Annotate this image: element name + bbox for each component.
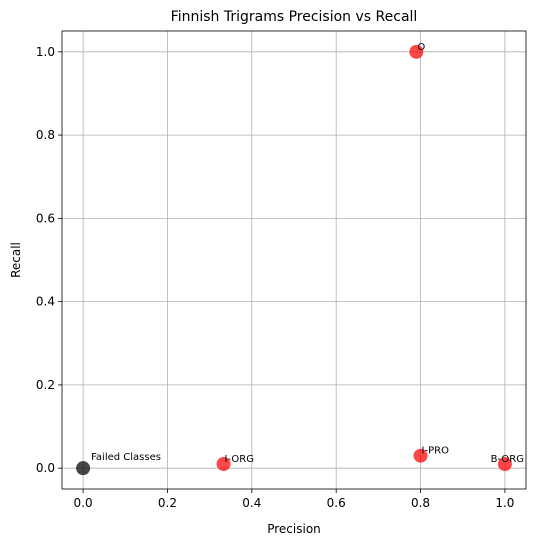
- data-point: [413, 448, 428, 463]
- x-tick-label: 0.2: [158, 496, 177, 510]
- y-tick-label: 0.2: [36, 378, 55, 392]
- data-point: [409, 44, 424, 59]
- chart-title: Finnish Trigrams Precision vs Recall: [171, 9, 418, 25]
- data-point: [497, 457, 512, 472]
- x-tick-label: 0.4: [242, 496, 261, 510]
- data-point: [76, 461, 91, 476]
- y-tick-label: 0.4: [36, 295, 55, 309]
- data-point-label: Failed Classes: [91, 452, 161, 463]
- y-tick-label: 1.0: [36, 45, 55, 59]
- data-point: [216, 457, 231, 472]
- data-points: [76, 44, 512, 476]
- data-point-label: I-ORG: [225, 454, 254, 465]
- point-labels: O I-ORG I-PRO B-ORG Failed Classes: [91, 42, 524, 465]
- grid: [62, 31, 526, 489]
- axis-ticks: 0.0 0.2 0.4 0.6 0.8 1.0 0.0 0.2 0.4 0.6 0.8 1.0: [36, 45, 515, 510]
- plot-frame: [61, 30, 527, 490]
- data-point-label: I-PRO: [422, 446, 450, 457]
- x-tick-label: 1.0: [495, 496, 514, 510]
- data-point-label: B-ORG: [491, 454, 524, 465]
- y-tick-label: 0.8: [36, 128, 55, 142]
- x-tick-label: 0.0: [74, 496, 93, 510]
- x-tick-label: 0.6: [327, 496, 346, 510]
- y-tick-label: 0.6: [36, 211, 55, 225]
- x-axis-label: Precision: [267, 522, 321, 536]
- y-tick-label: 0.0: [36, 461, 55, 475]
- y-axis-label: Recall: [9, 242, 23, 278]
- x-tick-label: 0.8: [411, 496, 430, 510]
- data-point-label: O: [417, 42, 425, 53]
